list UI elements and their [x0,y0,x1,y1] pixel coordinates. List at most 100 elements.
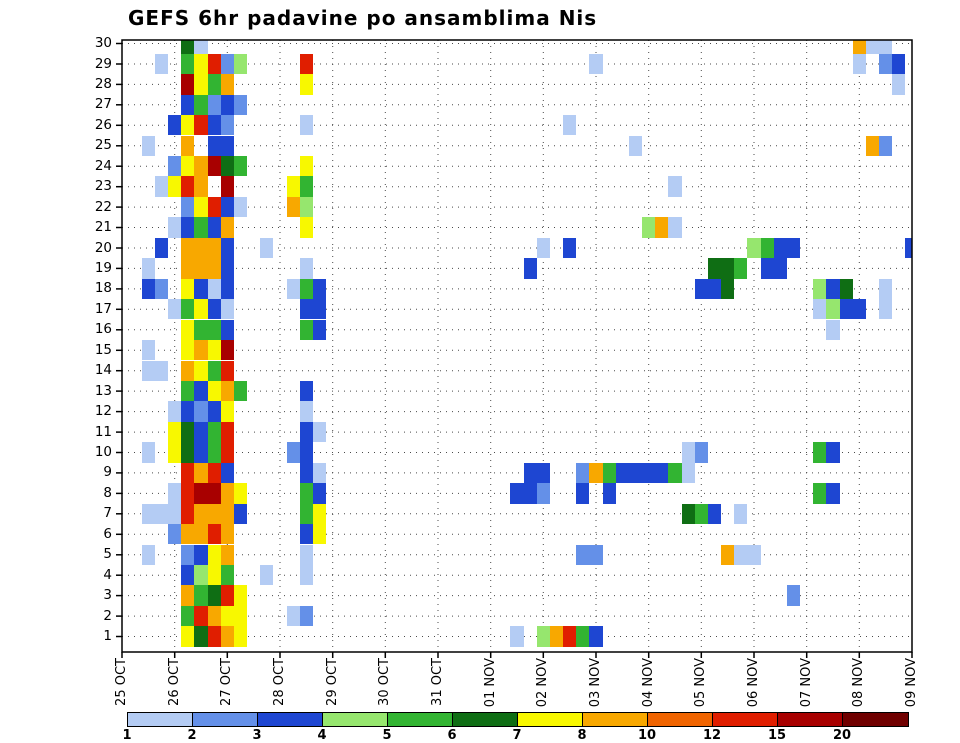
heatmap-cell [194,524,208,545]
heatmap-cell [207,605,221,627]
heatmap-cell [233,94,248,115]
heatmap-cell [194,217,208,238]
heatmap-cell [299,278,313,300]
heatmap-cell [299,503,313,524]
heatmap-cell [181,156,195,177]
heatmap-cell [734,258,748,279]
heatmap-cell [194,462,208,484]
colorbar-segment [453,713,518,726]
x-tick-label: 06 NOV [746,658,761,708]
y-tick-label: 7 [103,505,112,522]
y-tick-label: 22 [94,198,112,215]
y-tick-label: 24 [94,157,112,174]
heatmap-cell [879,53,893,75]
heatmap-cell [220,196,234,218]
heatmap-cell [299,156,313,177]
heatmap-cell [299,421,313,443]
x-tick-label: 31 OCT [430,658,445,706]
y-tick-label: 29 [94,55,112,72]
heatmap-cell [181,115,195,136]
y-tick-label: 12 [94,403,112,420]
heatmap-cell [220,156,234,177]
colorbar-tick-label: 2 [187,728,197,743]
heatmap-cell [563,115,577,136]
heatmap-cell [549,626,564,647]
heatmap-cell [181,462,195,484]
heatmap-cell [589,544,603,565]
x-tick-label: 26 OCT [166,658,182,706]
colorbar-tick-label: 1 [122,728,132,743]
heatmap-cell [207,626,221,647]
heatmap-cell [576,544,590,565]
heatmap-cell [299,196,313,218]
heatmap-cell [194,196,208,218]
colorbar-segment [648,713,713,726]
heatmap-cell [207,360,221,381]
x-tick-label: 02 NOV [535,658,551,708]
heatmap-cell [233,53,248,75]
heatmap-cell [181,40,195,54]
heatmap-cell [220,115,234,136]
heatmap-cell [286,278,300,300]
colorbar-tick-label: 7 [512,728,522,743]
heatmap-cell [220,258,234,279]
heatmap-cell [233,605,248,627]
heatmap-cell [879,299,893,320]
colorbar-segment [583,713,648,726]
heatmap-cell [207,380,221,402]
heatmap-cell [576,483,590,504]
x-tick-label: 01 NOV [482,658,498,708]
x-tick-label: 05 NOV [693,658,709,708]
heatmap-cell [721,258,735,279]
heatmap-cell [523,483,537,504]
x-tick-label: 30 OCT [377,658,393,706]
y-tick-label: 25 [94,137,112,154]
heatmap-cell [207,217,221,238]
heatmap-cell [181,442,195,463]
heatmap-cell [141,340,155,361]
heatmap-cell [694,503,708,524]
heatmap-cell [312,278,327,300]
heatmap-cell [168,401,182,422]
heatmap-cell [220,53,234,75]
heatmap-cell [642,462,656,484]
colorbar-segment [778,713,843,726]
heatmap-cell [760,237,774,259]
heatmap-cell [220,524,234,545]
heatmap-cell [299,401,313,422]
heatmap-cell [181,626,195,647]
heatmap-cell [154,278,169,300]
heatmap-cell [194,156,208,177]
heatmap-cell [220,319,234,340]
heatmap-cell [286,196,300,218]
heatmap-cell [510,626,524,647]
y-tick-label: 26 [94,116,112,133]
heatmap-cell [233,483,248,504]
heatmap-cell [813,442,827,463]
heatmap-cell [220,565,234,586]
y-tick-label: 23 [94,178,112,195]
y-tick-label: 3 [103,587,112,604]
heatmap-cell [154,53,169,75]
heatmap-cell [220,340,234,361]
heatmap-cell [207,340,221,361]
heatmap-cell [826,483,840,504]
heatmap-cell [523,258,537,279]
heatmap-cell [233,503,248,524]
y-tick-label: 18 [94,280,112,297]
heatmap-cell [181,544,195,565]
heatmap-cell [141,360,155,381]
heatmap-cell [879,135,893,156]
heatmap-cell [168,442,182,463]
heatmap-cell [181,401,195,422]
heatmap-cell [707,258,722,279]
heatmap-cell [141,544,155,565]
colorbar-segment [128,713,193,726]
heatmap-cell [523,462,537,484]
y-tick-label: 17 [94,300,112,317]
heatmap-cell [299,115,313,136]
heatmap-cell [181,53,195,75]
heatmap-cell [773,237,787,259]
heatmap-cell [207,524,221,545]
heatmap-cell [813,299,827,320]
